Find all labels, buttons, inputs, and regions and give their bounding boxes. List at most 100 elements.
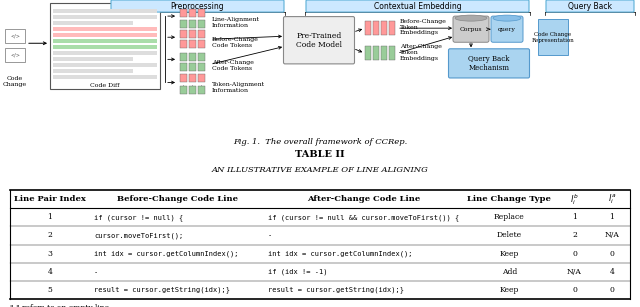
Text: 0: 0 <box>609 286 614 294</box>
Bar <box>189 74 196 83</box>
Text: After-Change Code Line: After-Change Code Line <box>307 195 420 203</box>
Text: 4: 4 <box>609 268 614 276</box>
Text: 1: 1 <box>572 213 577 221</box>
Bar <box>180 20 187 28</box>
Text: result = cursor.getString(idx);}: result = cursor.getString(idx);} <box>268 287 404 293</box>
Text: int idx = cursor.getColumnIndex();: int idx = cursor.getColumnIndex(); <box>94 251 239 257</box>
Bar <box>373 46 379 60</box>
Text: After-Change
Code Tokens: After-Change Code Tokens <box>212 60 254 71</box>
Text: int idx = cursor.getColumnIndex();: int idx = cursor.getColumnIndex(); <box>268 251 412 257</box>
Ellipse shape <box>455 15 487 21</box>
Text: 1: 1 <box>609 213 614 221</box>
Text: 2: 2 <box>47 231 52 239</box>
Ellipse shape <box>493 15 521 21</box>
Text: 4: 4 <box>47 268 52 276</box>
Bar <box>53 75 157 80</box>
Text: Code
Change: Code Change <box>3 76 27 87</box>
Bar <box>389 46 395 60</box>
Text: 5: 5 <box>47 286 52 294</box>
Bar <box>180 86 187 94</box>
Bar <box>53 51 157 55</box>
Bar <box>53 15 157 19</box>
Text: 3: 3 <box>47 250 52 258</box>
Bar <box>198 30 205 38</box>
Text: Keep: Keep <box>500 286 519 294</box>
Bar <box>5 48 25 62</box>
Text: N/A: N/A <box>567 268 582 276</box>
Text: After-Change
Token
Embeddings: After-Change Token Embeddings <box>400 44 442 60</box>
Text: cursor.moveToFirst();: cursor.moveToFirst(); <box>94 232 184 239</box>
Text: query: query <box>498 27 516 32</box>
FancyBboxPatch shape <box>546 0 634 12</box>
FancyBboxPatch shape <box>449 49 529 78</box>
Bar <box>180 63 187 72</box>
Bar <box>50 3 160 88</box>
Bar <box>198 20 205 28</box>
Bar <box>189 9 196 17</box>
Text: 1: 1 <box>47 213 52 221</box>
Bar <box>5 29 25 43</box>
Text: Query Back: Query Back <box>568 2 612 10</box>
Bar <box>365 46 371 60</box>
Text: Line Pair Index: Line Pair Index <box>14 195 86 203</box>
Text: Delete: Delete <box>497 231 522 239</box>
Text: Before-Change
Code Tokens: Before-Change Code Tokens <box>212 37 259 48</box>
Text: </>: </> <box>10 53 20 58</box>
Bar <box>189 40 196 48</box>
Bar <box>389 21 395 35</box>
Text: -: - <box>94 269 99 275</box>
Text: 0: 0 <box>609 250 614 258</box>
Bar <box>381 46 387 60</box>
FancyBboxPatch shape <box>284 17 355 64</box>
Text: Token-Alignment
Information: Token-Alignment Information <box>212 82 265 93</box>
Text: "-" refers to an empty line.: "-" refers to an empty line. <box>10 304 111 307</box>
Text: Add: Add <box>502 268 517 276</box>
Bar <box>198 53 205 61</box>
Bar <box>180 9 187 17</box>
Text: Before-Change
Token
Embeddings: Before-Change Token Embeddings <box>400 19 447 36</box>
Text: N/A: N/A <box>604 231 620 239</box>
Text: Fig. 1.  The overall framework of CCRep.: Fig. 1. The overall framework of CCRep. <box>233 138 407 146</box>
Text: Code Diff: Code Diff <box>90 83 120 87</box>
Text: 0: 0 <box>572 286 577 294</box>
Bar <box>53 63 157 68</box>
Bar <box>373 21 379 35</box>
Text: $l_i^b$: $l_i^b$ <box>570 192 579 207</box>
Bar <box>365 21 371 35</box>
Bar <box>180 74 187 83</box>
Bar <box>198 9 205 17</box>
Bar <box>198 86 205 94</box>
Bar <box>53 33 157 37</box>
Bar <box>53 27 157 31</box>
Text: Line Change Type: Line Change Type <box>467 195 551 203</box>
Text: -: - <box>268 232 272 239</box>
Text: Corpus: Corpus <box>460 27 483 32</box>
Text: AN ILLUSTRATIVE EXAMPLE OF LINE ALIGNING: AN ILLUSTRATIVE EXAMPLE OF LINE ALIGNING <box>212 166 428 174</box>
FancyBboxPatch shape <box>453 16 489 42</box>
Text: Query Back
Mechanism: Query Back Mechanism <box>468 55 509 72</box>
Bar <box>189 20 196 28</box>
FancyBboxPatch shape <box>306 0 529 12</box>
Text: Contextual Embedding: Contextual Embedding <box>374 2 461 10</box>
Bar <box>53 45 157 49</box>
Text: 0: 0 <box>572 250 577 258</box>
Bar <box>53 21 133 25</box>
Text: Preprocessing: Preprocessing <box>171 2 224 10</box>
Bar <box>53 9 157 13</box>
Text: if (idx != -1): if (idx != -1) <box>268 269 328 275</box>
Bar <box>538 19 568 55</box>
Text: Replace: Replace <box>494 213 525 221</box>
Bar <box>189 86 196 94</box>
Bar <box>180 53 187 61</box>
Text: Line-Alignment
Information: Line-Alignment Information <box>212 17 260 28</box>
FancyBboxPatch shape <box>491 16 523 42</box>
Text: Before-Change Code Line: Before-Change Code Line <box>116 195 237 203</box>
Bar <box>180 40 187 48</box>
Text: TABLE II: TABLE II <box>295 150 345 159</box>
Text: </>: </> <box>10 34 20 39</box>
Text: if (cursor != null) {: if (cursor != null) { <box>94 214 184 221</box>
Text: Pre-Trained
Code Model: Pre-Trained Code Model <box>296 32 342 49</box>
Text: Code Change
Representation: Code Change Representation <box>532 32 574 43</box>
Bar <box>53 57 133 61</box>
Text: 2: 2 <box>572 231 577 239</box>
